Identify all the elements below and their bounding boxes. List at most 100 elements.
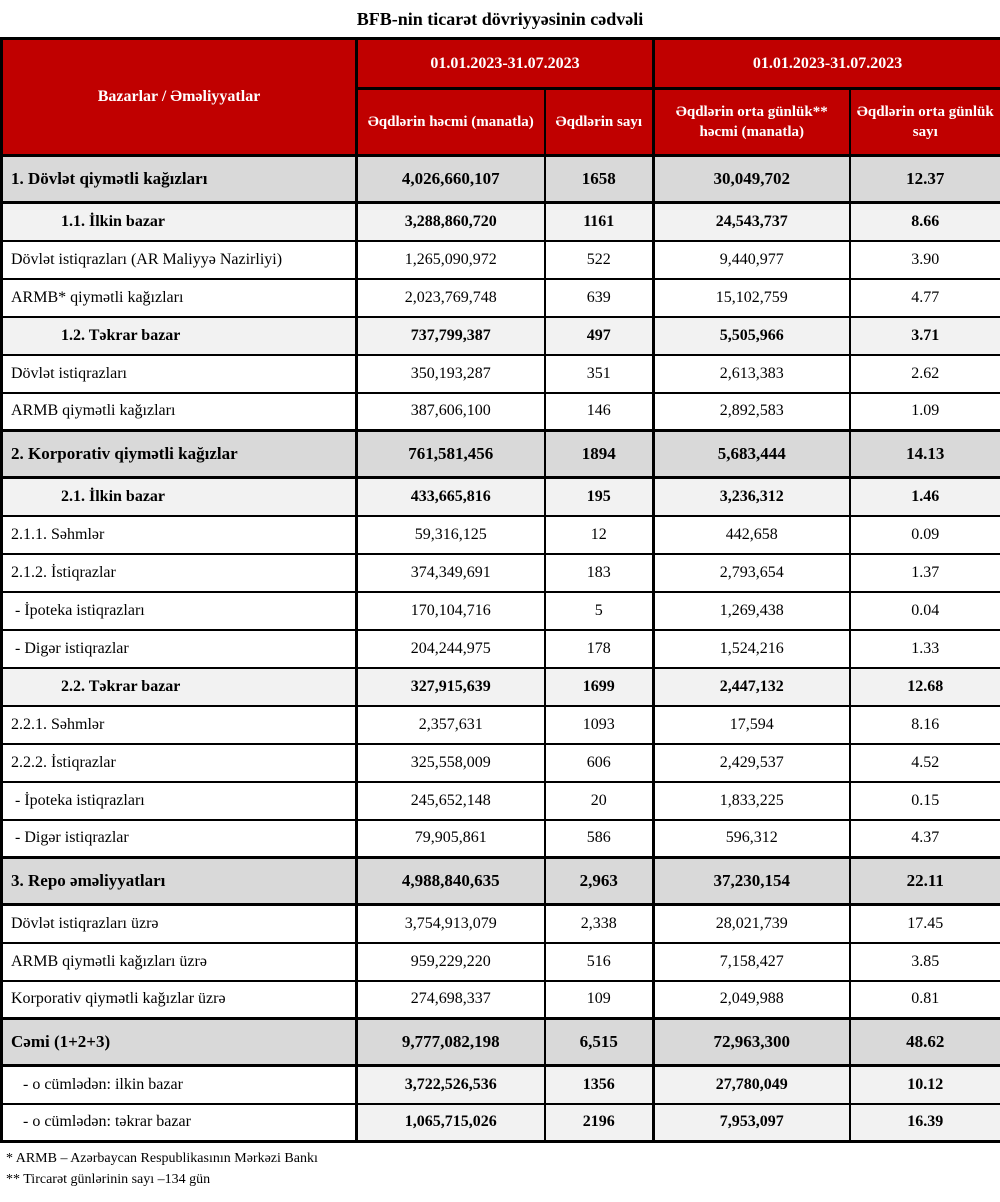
table-body: 1. Dövlət qiymətli kağızları 4,026,660,10… (0, 154, 1000, 1143)
row-value: 350,193,287 (355, 353, 546, 394)
row-value: 0.15 (848, 780, 1000, 821)
row-value: 2,338 (543, 903, 656, 944)
row-label: 1.2. Təkrar bazar (0, 315, 358, 356)
row-value: 146 (543, 391, 656, 432)
row-value: 516 (543, 941, 656, 982)
row-value: 2,049,988 (652, 979, 851, 1020)
row-value: 0.04 (848, 590, 1000, 631)
row-value: 12.68 (848, 666, 1000, 707)
row-value: 433,665,816 (355, 476, 546, 517)
avg-daily-volume-header: Əqdlərin orta günlük** həcmi (manatla) (652, 87, 851, 157)
page-title: BFB-nin ticarət dövriyyəsinin cədvəli (356, 9, 644, 29)
row-value: 2,447,132 (652, 666, 851, 707)
row-value: 2,793,654 (652, 552, 851, 593)
row-value: 28,021,739 (652, 903, 851, 944)
avg-daily-count-header: Əqdlərin orta günlük sayı (848, 87, 1000, 157)
row-value: 24,543,737 (652, 201, 851, 242)
row-value: 15,102,759 (652, 277, 851, 318)
table-row: 2.2. Təkrar bazar 327,915,639 1699 2,447,13… (0, 666, 1000, 707)
row-value: 325,558,009 (355, 742, 546, 783)
row-label: 2.1.1. Səhmlər (0, 514, 358, 555)
table-row: 1.1. İlkin bazar 3,288,860,720 1161 24,543,… (0, 201, 1000, 242)
row-label: - İpoteka istiqrazları (0, 590, 358, 631)
row-value: 245,652,148 (355, 780, 546, 821)
row-label: - o cümlədən: təkrar bazar (0, 1102, 358, 1143)
row-value: 4.37 (848, 818, 1000, 859)
row-value: 959,229,220 (355, 941, 546, 982)
deals-count-header: Əqdlərin sayı (543, 87, 656, 157)
row-value: 639 (543, 277, 656, 318)
row-value: 761,581,456 (355, 429, 546, 479)
table-row: 3. Repo əməliyyatları 4,988,840,635 2,963 3… (0, 856, 1000, 906)
row-label: Cəmi (1+2+3) (0, 1017, 358, 1067)
row-value: 109 (543, 979, 656, 1020)
row-value: 2,429,537 (652, 742, 851, 783)
row-value: 30,049,702 (652, 154, 851, 204)
table-row: 2.2.2. İstiqrazlar 325,558,009 606 2,429,53… (0, 742, 1000, 783)
table-row: - Digər istiqrazlar 79,905,861 586 596,312 4… (0, 818, 1000, 859)
table-row: - Digər istiqrazlar 204,244,975 178 1,524,2… (0, 628, 1000, 669)
row-label: 2.1. İlkin bazar (0, 476, 358, 517)
table-row: Dövlət istiqrazları üzrə 3,754,913,079 2,3… (0, 903, 1000, 944)
row-value: 522 (543, 239, 656, 280)
row-value: 3,236,312 (652, 476, 851, 517)
row-value: 9,440,977 (652, 239, 851, 280)
table-row: - o cümlədən: təkrar bazar 1,065,715,026 2… (0, 1102, 1000, 1143)
row-value: 4,988,840,635 (355, 856, 546, 906)
row-value: 351 (543, 353, 656, 394)
row-value: 4.77 (848, 277, 1000, 318)
row-value: 2,023,769,748 (355, 277, 546, 318)
table-row: - o cümlədən: ilkin bazar 3,722,526,536 13… (0, 1064, 1000, 1105)
row-value: 1699 (543, 666, 656, 707)
row-value: 596,312 (652, 818, 851, 859)
row-value: 1161 (543, 201, 656, 242)
table-row: ARMB qiymətli kağızları üzrə 959,229,220 5… (0, 941, 1000, 982)
row-value: 327,915,639 (355, 666, 546, 707)
row-value: 2,892,583 (652, 391, 851, 432)
footnote-trading-days: ** Tircarət günlərinin sayı –134 gün (6, 1172, 211, 1187)
header-sub-row: Əqdlərin həcmi (manatla) Əqdlərin sayı Ə… (2, 87, 1000, 157)
row-value: 3.85 (848, 941, 1000, 982)
period-2-header: 01.01.2023-31.07.2023 (652, 37, 1000, 90)
row-value: 1356 (543, 1064, 656, 1105)
row-label: 2.1.2. İstiqrazlar (0, 552, 358, 593)
row-value: 1,269,438 (652, 590, 851, 631)
row-value: 2,613,383 (652, 353, 851, 394)
row-value: 0.09 (848, 514, 1000, 555)
table-row: 2.1.1. Səhmlər 59,316,125 12 442,658 0.09 (0, 514, 1000, 555)
row-value: 387,606,100 (355, 391, 546, 432)
row-label: Korporativ qiymətli kağızlar üzrə (0, 979, 358, 1020)
row-value: 2196 (543, 1102, 656, 1143)
table-row: 1. Dövlət qiymətli kağızları 4,026,660,10… (0, 154, 1000, 204)
row-value: 274,698,337 (355, 979, 546, 1020)
row-value: 10.12 (848, 1064, 1000, 1105)
row-value: 1658 (543, 154, 656, 204)
row-value: 3.71 (848, 315, 1000, 356)
table-row: Korporativ qiymətli kağızlar üzrə 274,698… (0, 979, 1000, 1020)
row-value: 497 (543, 315, 656, 356)
row-value: 1.33 (848, 628, 1000, 669)
row-value: 1,065,715,026 (355, 1102, 546, 1143)
row-value: 374,349,691 (355, 552, 546, 593)
row-label: Dövlət istiqrazları (AR Maliyyə Nazirliy… (0, 239, 358, 280)
row-value: 0.81 (848, 979, 1000, 1020)
row-value: 72,963,300 (652, 1017, 851, 1067)
row-value: 5,683,444 (652, 429, 851, 479)
row-value: 48.62 (848, 1017, 1000, 1067)
footnotes: * ARMB – Azərbaycan Respublikasının Mərk… (0, 1143, 1000, 1190)
table-row: 2.1.2. İstiqrazlar 374,349,691 183 2,793,65… (0, 552, 1000, 593)
trade-turnover-table: Bazarlar / Əməliyyatlar 01.01.2023-31.07… (0, 37, 1000, 1143)
table-row: Cəmi (1+2+3) 9,777,082,198 6,515 72,963,300… (0, 1017, 1000, 1067)
row-value: 2.62 (848, 353, 1000, 394)
row-value: 20 (543, 780, 656, 821)
row-value: 27,780,049 (652, 1064, 851, 1105)
footnote-armb: * ARMB – Azərbaycan Respublikasının Mərk… (6, 1151, 318, 1166)
row-label: Dövlət istiqrazları (0, 353, 358, 394)
row-value: 37,230,154 (652, 856, 851, 906)
row-value: 606 (543, 742, 656, 783)
row-value: 183 (543, 552, 656, 593)
row-value: 12.37 (848, 154, 1000, 204)
row-value: 3.90 (848, 239, 1000, 280)
row-value: 178 (543, 628, 656, 669)
